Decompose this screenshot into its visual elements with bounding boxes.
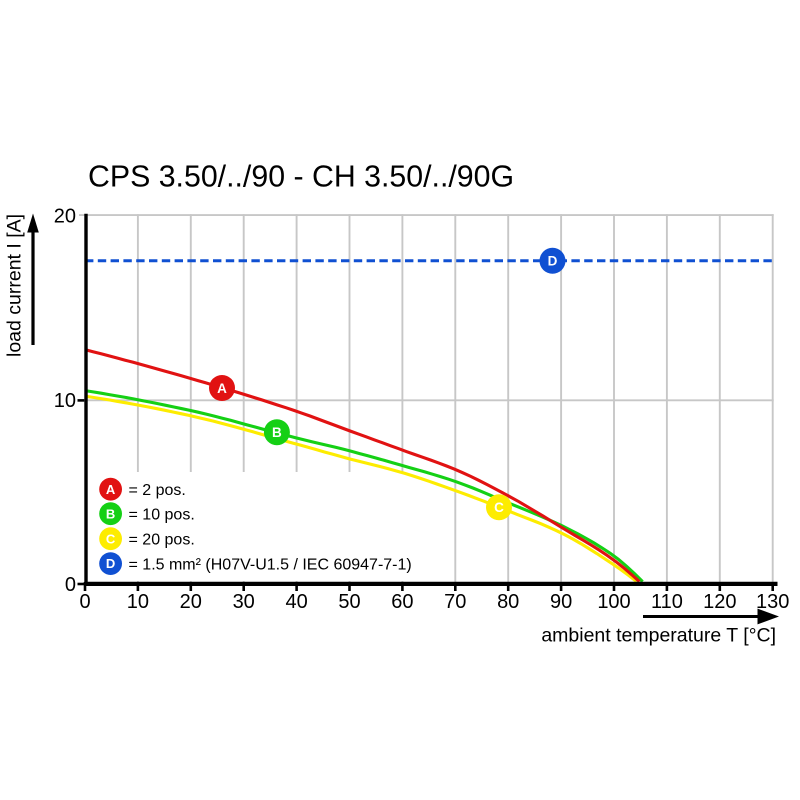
svg-text:B: B: [106, 506, 115, 521]
svg-text:60: 60: [391, 591, 413, 613]
svg-text:10: 10: [127, 591, 149, 613]
svg-text:130: 130: [756, 591, 789, 613]
svg-text:= 2 pos.: = 2 pos.: [129, 482, 186, 499]
svg-text:C: C: [106, 531, 116, 546]
svg-text:30: 30: [233, 591, 255, 613]
svg-text:20: 20: [180, 591, 202, 613]
svg-text:ambient temperature T [°C]: ambient temperature T [°C]: [541, 624, 776, 646]
svg-text:= 20 pos.: = 20 pos.: [129, 532, 195, 549]
svg-text:A: A: [217, 381, 227, 396]
svg-text:CPS 3.50/../90 - CH 3.50/../90: CPS 3.50/../90 - CH 3.50/../90G: [88, 160, 514, 193]
svg-text:80: 80: [497, 591, 519, 613]
svg-text:load current I [A]: load current I [A]: [4, 214, 26, 357]
svg-text:C: C: [494, 500, 504, 515]
svg-text:120: 120: [703, 591, 736, 613]
svg-text:D: D: [548, 254, 558, 269]
svg-text:20: 20: [54, 206, 76, 228]
svg-text:50: 50: [338, 591, 360, 613]
svg-text:B: B: [272, 425, 282, 440]
svg-text:40: 40: [285, 591, 307, 613]
svg-text:10: 10: [54, 390, 76, 412]
svg-text:= 10 pos.: = 10 pos.: [129, 507, 195, 524]
svg-text:110: 110: [651, 591, 683, 613]
svg-text:0: 0: [65, 574, 76, 596]
svg-text:A: A: [106, 482, 116, 497]
svg-text:100: 100: [597, 591, 630, 613]
svg-text:D: D: [106, 556, 115, 571]
svg-text:70: 70: [444, 591, 466, 613]
svg-text:= 1.5 mm² (H07V-U1.5 / IEC 609: = 1.5 mm² (H07V-U1.5 / IEC 60947-7-1): [129, 556, 412, 573]
svg-text:0: 0: [79, 591, 90, 613]
svg-text:90: 90: [550, 591, 572, 613]
